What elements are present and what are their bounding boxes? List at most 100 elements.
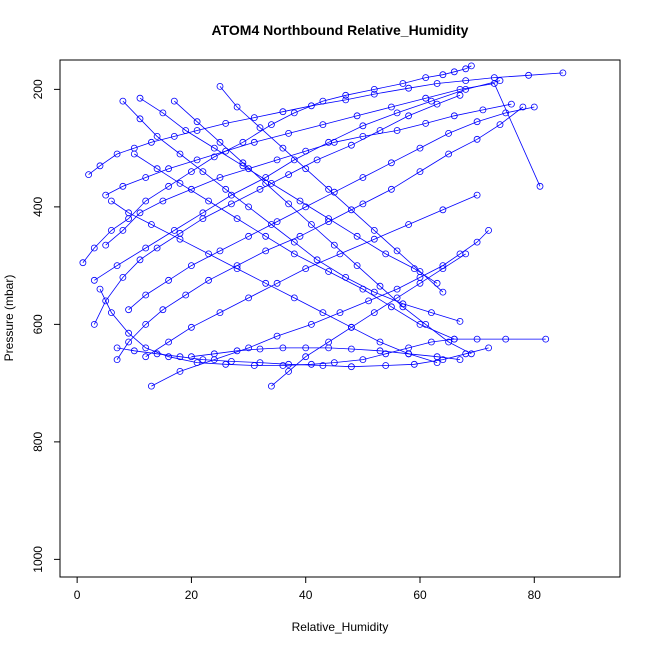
series-line [139,97,438,284]
data-point [245,232,253,240]
data-point [193,359,201,367]
data-point [439,288,447,296]
data-point [445,129,453,137]
x-tick-label: 60 [413,588,427,602]
data-point [256,359,264,367]
data-point [210,350,218,358]
data-point [347,206,355,214]
data-point [325,344,333,352]
data-point [445,338,453,346]
data-point [285,367,293,375]
data-point [245,344,253,352]
data-point [542,335,550,343]
data-point [405,221,413,228]
data-point [359,200,367,208]
series-19 [142,191,481,361]
data-point [307,360,315,368]
data-point [245,294,253,302]
data-point [205,276,213,284]
data-point [216,138,224,146]
series-3 [113,103,527,364]
data-point [130,347,138,355]
data-point [147,138,155,146]
data-point [450,68,458,76]
data-point [108,197,115,205]
data-point [359,285,367,293]
series-line [116,106,524,360]
data-point [222,120,230,127]
data-point [267,121,275,128]
data-point [285,171,293,179]
data-point [302,203,310,211]
data-point [159,306,167,314]
data-point [142,244,150,252]
data-point [267,382,275,390]
data-point [370,90,378,98]
data-point [473,135,481,143]
data-point [370,86,378,93]
data-point [119,273,127,281]
data-point [153,244,161,252]
series-15 [216,83,447,296]
data-point [262,279,270,287]
data-point [153,165,161,173]
data-point [416,279,424,287]
data-point [485,344,493,352]
data-point [222,147,230,155]
data-point [85,171,92,179]
y-tick-label: 1000 [31,546,45,573]
data-point [182,127,190,134]
data-point [325,138,333,146]
data-point [233,215,241,223]
series-14 [90,77,504,284]
data-point [296,232,304,240]
data-point [279,108,287,116]
data-point [136,209,144,217]
data-point [456,317,464,325]
data-point [108,226,115,234]
data-point [427,338,435,346]
data-point [502,335,510,343]
data-point [125,209,133,217]
data-point [125,329,133,337]
data-point [90,320,98,328]
y-tick-label: 600 [31,314,45,334]
data-point [450,335,458,343]
data-point [96,285,104,293]
data-point [336,250,344,258]
data-point [187,353,195,361]
series-11 [170,97,475,358]
data-point [119,182,127,190]
data-point [347,323,355,331]
data-point [376,338,384,346]
series-1 [79,62,475,267]
data-point [136,256,144,264]
data-point [233,265,241,273]
data-point [216,174,224,181]
data-point [125,306,133,314]
data-point [245,165,253,173]
data-point [439,356,447,364]
data-point [210,153,218,161]
data-point [427,309,435,317]
data-point [365,297,373,305]
y-tick-label: 200 [31,79,45,99]
data-point [439,71,447,79]
data-point [142,197,150,205]
data-point [222,185,230,193]
data-point [359,356,367,364]
data-point [473,335,481,343]
data-point [307,221,315,228]
data-point [119,97,127,105]
data-point [296,197,304,205]
data-point [387,185,395,193]
data-point [102,191,110,199]
x-tick-label: 0 [74,588,81,602]
data-point [279,144,287,152]
data-point [130,150,138,158]
data-point [142,320,150,328]
series-line [111,200,438,363]
data-point [113,344,121,352]
data-point [456,86,464,93]
data-point [245,203,253,211]
